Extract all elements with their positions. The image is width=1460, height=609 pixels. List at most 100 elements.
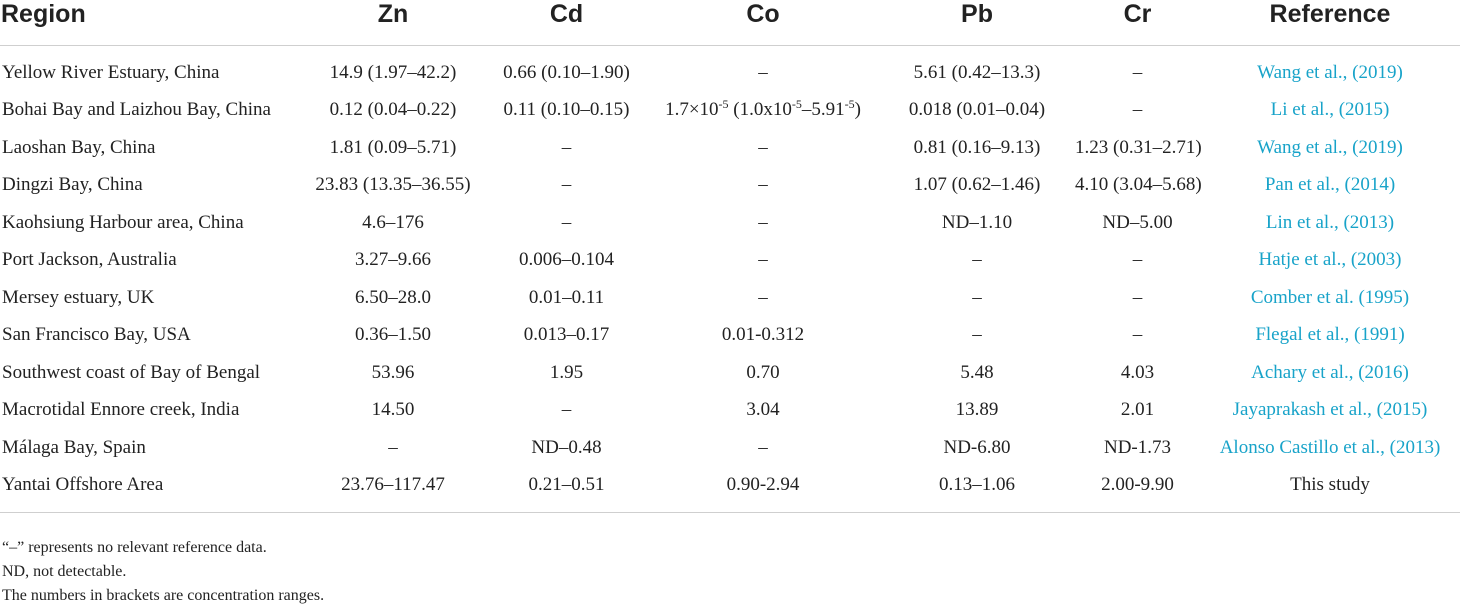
- table-header: Region Zn Cd Co Pb Cr Reference: [0, 0, 1460, 46]
- table-row: Port Jackson, Australia 3.27–9.66 0.006–…: [0, 242, 1460, 280]
- cell-cd: –: [561, 399, 572, 421]
- co-mantissa: 1.7×10: [665, 99, 719, 121]
- reference-link[interactable]: Alonso Castillo et al., (2013): [1219, 436, 1441, 458]
- cell-cr: –: [1132, 99, 1143, 121]
- reference-link[interactable]: Lin et al., (2013): [1265, 211, 1395, 233]
- cell-co: –: [758, 174, 768, 196]
- cell-zn: 0.36–1.50: [355, 324, 431, 346]
- cell-cr: –: [1132, 286, 1143, 308]
- heavy-metal-comparison-table: Region Zn Cd Co Pb Cr Reference Yellow R…: [0, 0, 1460, 513]
- cell-zn: 0.12 (0.04–0.22): [329, 99, 457, 121]
- cell-pb: 1.07 (0.62–1.46): [913, 174, 1041, 196]
- cell-cd: –: [561, 136, 572, 158]
- cell-cd: 0.21–0.51: [528, 474, 605, 496]
- table-row: Yellow River Estuary, China 14.9 (1.97–4…: [0, 54, 1460, 92]
- header-reference: Reference: [1200, 0, 1460, 46]
- cell-co: 0.90-2.94: [726, 474, 800, 496]
- cell-region: Yellow River Estuary, China: [2, 61, 220, 83]
- cell-region: San Francisco Bay, USA: [2, 324, 191, 346]
- cell-zn: 14.50: [371, 399, 415, 421]
- table-row: Kaohsiung Harbour area, China 4.6–176 – …: [0, 204, 1460, 242]
- cell-cr: 4.03: [1120, 361, 1155, 383]
- co-exponent: -5: [718, 97, 729, 112]
- cell-co: –: [758, 136, 768, 158]
- cell-region: Bohai Bay and Laizhou Bay, China: [2, 99, 271, 121]
- table-row: Bohai Bay and Laizhou Bay, China 0.12 (0…: [0, 92, 1460, 130]
- cell-cd: 0.01–0.11: [528, 286, 605, 308]
- cell-pb: 5.48: [960, 361, 994, 383]
- cell-region: Dingzi Bay, China: [2, 174, 143, 196]
- cell-cd: 0.11 (0.10–0.15): [503, 99, 630, 121]
- cell-cr: 1.23 (0.31–2.71): [1075, 136, 1202, 158]
- co-exponent: -5: [791, 97, 802, 112]
- cell-cr: 2.01: [1120, 399, 1155, 421]
- reference-link[interactable]: Wang et al., (2019): [1257, 61, 1403, 83]
- cell-region: Yantai Offshore Area: [2, 474, 164, 496]
- cell-cr: –: [1132, 324, 1143, 346]
- cell-cd: 1.95: [549, 361, 584, 383]
- cell-cr: 4.10 (3.04–5.68): [1075, 174, 1202, 196]
- cell-zn: 23.76–117.47: [341, 474, 445, 496]
- reference-link[interactable]: Li et al., (2015): [1270, 99, 1390, 121]
- cell-pb: 0.018 (0.01–0.04): [908, 99, 1046, 121]
- header-region: Region: [0, 0, 300, 46]
- comparison-table-container: Region Zn Cd Co Pb Cr Reference Yellow R…: [0, 0, 1460, 513]
- table-row: Dingzi Bay, China 23.83 (13.35–36.55) – …: [0, 167, 1460, 205]
- reference-link[interactable]: Pan et al., (2014): [1264, 174, 1396, 196]
- co-close-bracket: ): [854, 99, 861, 121]
- cell-co: 0.70: [746, 361, 780, 383]
- cell-zn: 14.9 (1.97–42.2): [329, 61, 457, 83]
- cell-pb: 0.13–1.06: [939, 474, 1015, 496]
- reference-link[interactable]: Hatje et al., (2003): [1258, 249, 1402, 271]
- cell-co: –: [758, 61, 768, 83]
- cell-cd: 0.013–0.17: [523, 324, 610, 346]
- cell-co: 0.01-0.312: [721, 324, 805, 346]
- cell-cr: 2.00-9.90: [1101, 474, 1174, 496]
- cell-pb: –: [972, 324, 982, 346]
- table-body: Yellow River Estuary, China 14.9 (1.97–4…: [0, 46, 1460, 513]
- co-range-start: (1.0x10: [728, 99, 792, 121]
- cell-zn: 53.96: [371, 361, 415, 383]
- cell-pb: 5.61 (0.42–13.3): [913, 61, 1041, 83]
- table-row: Laoshan Bay, China 1.81 (0.09–5.71) – – …: [0, 129, 1460, 167]
- reference-link[interactable]: Jayaprakash et al., (2015): [1232, 399, 1428, 421]
- cell-zn: –: [388, 436, 398, 458]
- cell-cd: ND–0.48: [531, 436, 602, 458]
- cell-cd: 0.66 (0.10–1.90): [503, 61, 630, 83]
- cell-pb: ND-6.80: [943, 436, 1011, 458]
- cell-zn: 3.27–9.66: [355, 249, 431, 271]
- cell-region: Port Jackson, Australia: [2, 249, 177, 271]
- cell-region: Málaga Bay, Spain: [2, 436, 146, 458]
- cell-cr: ND-1.73: [1103, 436, 1172, 458]
- cell-zn: 6.50–28.0: [355, 286, 431, 308]
- footnote-brackets: The numbers in brackets are concentratio…: [2, 587, 325, 604]
- table-footnotes: “–” represents no relevant reference dat…: [2, 536, 324, 608]
- cell-zn: 4.6–176: [362, 211, 424, 233]
- cell-zn: 23.83 (13.35–36.55): [315, 174, 471, 196]
- cell-co: –: [758, 211, 768, 233]
- cell-pb: ND–1.10: [941, 211, 1013, 233]
- cell-cd: –: [561, 174, 572, 196]
- header-cd: Cd: [486, 0, 647, 46]
- cell-pb: –: [972, 286, 982, 308]
- reference-link[interactable]: Achary et al., (2016): [1251, 361, 1409, 383]
- reference-link[interactable]: Wang et al., (2019): [1257, 136, 1403, 158]
- cell-co: 3.04: [746, 399, 780, 421]
- header-cr: Cr: [1075, 0, 1200, 46]
- reference-link[interactable]: Flegal et al., (1991): [1255, 324, 1405, 346]
- cell-zn: 1.81 (0.09–5.71): [329, 136, 457, 158]
- table-row: Yantai Offshore Area 23.76–117.47 0.21–0…: [0, 467, 1460, 505]
- cell-co: –: [758, 436, 768, 458]
- header-co: Co: [647, 0, 879, 46]
- footnote-dash: “–” represents no relevant reference dat…: [2, 539, 267, 556]
- cell-pb: 0.81 (0.16–9.13): [913, 136, 1041, 158]
- cell-cr: –: [1132, 61, 1143, 83]
- cell-cr: ND–5.00: [1102, 211, 1173, 233]
- reference-link[interactable]: Comber et al. (1995): [1250, 286, 1410, 308]
- cell-region: Southwest coast of Bay of Bengal: [2, 361, 261, 383]
- table-row: San Francisco Bay, USA 0.36–1.50 0.013–0…: [0, 317, 1460, 355]
- footnote-nd: ND, not detectable.: [2, 563, 127, 580]
- table-row: Mersey estuary, UK 6.50–28.0 0.01–0.11 –…: [0, 279, 1460, 317]
- cell-cr: –: [1132, 249, 1143, 271]
- cell-region: Mersey estuary, UK: [2, 286, 155, 308]
